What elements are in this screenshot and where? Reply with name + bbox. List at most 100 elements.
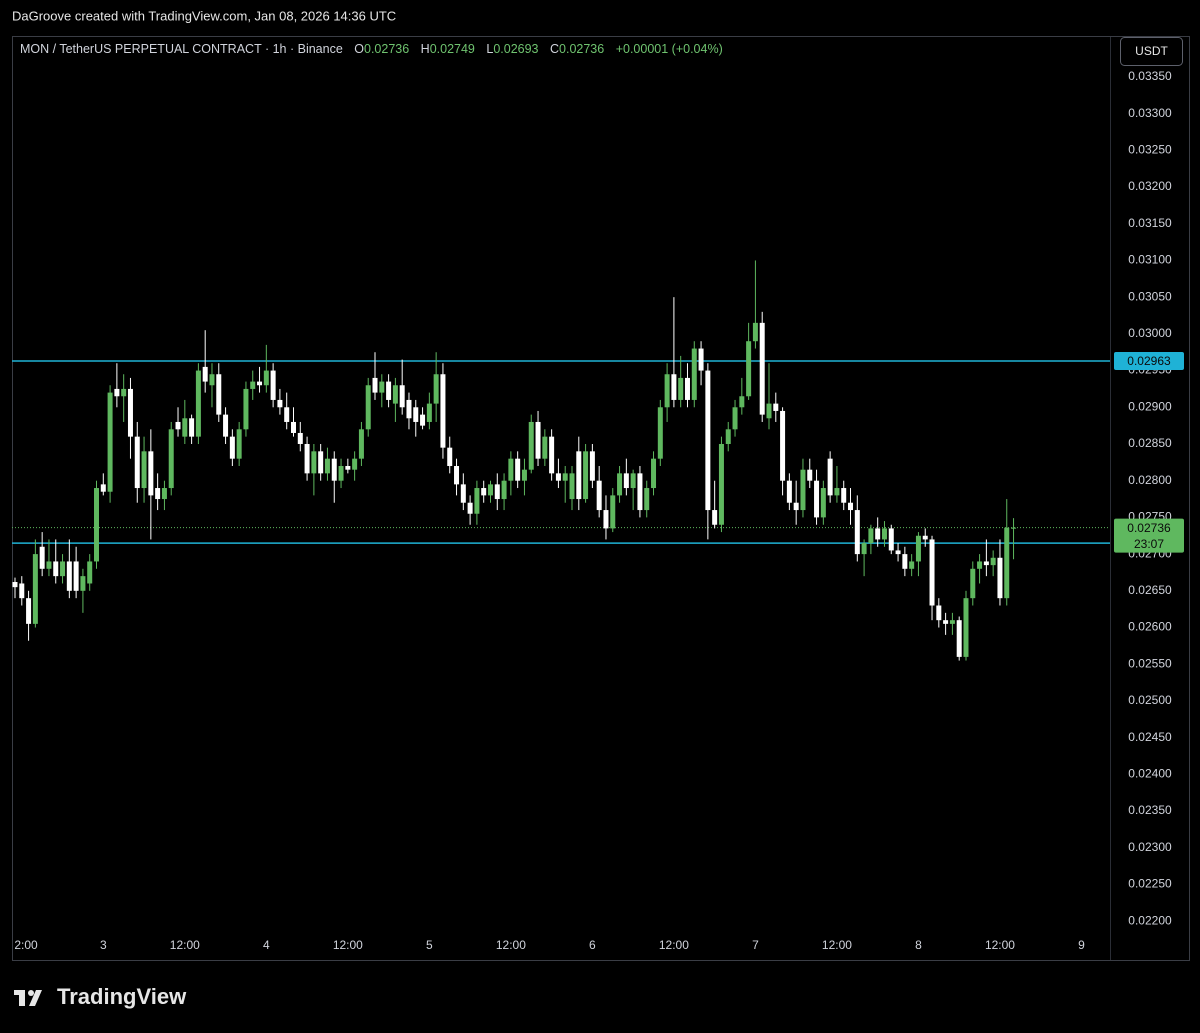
candle-body	[114, 388, 120, 397]
x-tick-label: 2:00	[14, 938, 38, 952]
candle-body	[297, 432, 303, 444]
candle-body	[440, 374, 446, 448]
candle-body	[141, 451, 147, 489]
candle-body	[474, 488, 480, 514]
currency-button[interactable]	[1120, 37, 1183, 66]
y-tick-label: 0.02800	[1128, 473, 1172, 487]
countdown-label: 23:07	[1134, 537, 1164, 551]
candle-body	[202, 366, 208, 382]
candle-body	[223, 414, 229, 437]
candle-body	[583, 451, 589, 500]
candle-body	[603, 510, 609, 529]
candle-body	[100, 484, 106, 492]
candle-body	[623, 473, 629, 489]
candle-body	[12, 582, 18, 588]
candle-body	[977, 561, 983, 569]
y-tick-label: 0.02900	[1128, 399, 1172, 413]
candle-body	[243, 388, 249, 430]
candle-body	[277, 399, 283, 408]
y-tick-label: 0.03350	[1128, 69, 1172, 83]
brand-name: TradingView	[57, 984, 187, 1009]
candle-body	[127, 388, 133, 437]
candle-body	[651, 458, 657, 489]
legend-value: 0.02693	[493, 42, 538, 56]
candle-body	[155, 488, 161, 500]
candle-body	[732, 407, 738, 430]
candle-body	[508, 458, 514, 481]
candle-body	[189, 418, 195, 437]
candle-body	[318, 451, 324, 474]
candle-body	[684, 377, 690, 400]
candle-body	[752, 322, 758, 342]
candle-body	[854, 510, 860, 555]
candle-body	[786, 480, 792, 503]
candle-body	[304, 443, 310, 474]
candle-body	[19, 583, 25, 599]
candle-body	[467, 502, 473, 514]
symbol: MON / TetherUS PERPETUAL CONTRACT · 1h ·…	[20, 42, 343, 56]
candle-body	[413, 407, 419, 422]
candle-body	[671, 374, 677, 400]
candle-body	[555, 473, 561, 481]
candle-body	[284, 407, 290, 422]
candle-body	[399, 385, 405, 408]
candle-body	[678, 377, 684, 400]
x-tick-label: 12:00	[496, 938, 526, 952]
candle-body	[637, 473, 643, 511]
legend-key: H	[421, 42, 430, 56]
candle-body	[521, 469, 527, 481]
candle-body	[793, 502, 799, 511]
x-tick-label: 7	[752, 938, 759, 952]
y-tick-label: 0.02850	[1128, 436, 1172, 450]
candle-body	[46, 561, 52, 569]
candle-body	[379, 381, 385, 393]
candle-body	[250, 381, 256, 389]
candle-body	[1004, 527, 1010, 599]
candle-body	[718, 443, 724, 525]
candle-body	[610, 495, 616, 529]
candle-body	[888, 528, 894, 551]
candle-body	[311, 451, 317, 474]
level-tag	[1114, 352, 1184, 371]
candle-body	[875, 528, 881, 540]
candle-body	[807, 469, 813, 481]
candle-body	[766, 403, 772, 419]
candle-body	[800, 469, 806, 511]
candle-body	[372, 377, 378, 393]
candle-body	[53, 561, 59, 577]
candle-body	[66, 561, 72, 591]
candle-body	[39, 546, 45, 569]
candle-body	[80, 576, 86, 591]
y-tick-label: 0.03150	[1128, 216, 1172, 230]
y-tick-label: 0.02400	[1128, 767, 1172, 781]
candle-body	[528, 421, 534, 470]
y-tick-label: 0.02200	[1128, 913, 1172, 927]
candle-body	[182, 418, 188, 437]
candle-body	[983, 561, 989, 566]
candle-body	[358, 429, 364, 459]
candle-body	[725, 429, 731, 444]
y-tick-label: 0.02250	[1128, 877, 1172, 891]
chart-frame	[12, 36, 1190, 961]
candle-body	[324, 458, 330, 474]
y-tick-label: 0.03300	[1128, 106, 1172, 120]
candle-body	[922, 535, 928, 540]
symbol-legend: MON / TetherUS PERPETUAL CONTRACT · 1h ·…	[20, 42, 723, 56]
logo-shape	[28, 990, 34, 996]
x-tick-label: 12:00	[333, 938, 363, 952]
y-tick-label: 0.03050	[1128, 289, 1172, 303]
candle-body	[107, 392, 113, 492]
candle-body	[705, 370, 711, 511]
y-tick-label: 0.03000	[1128, 326, 1172, 340]
level-tag-label: 0.02963	[1127, 354, 1171, 368]
candle-body	[630, 473, 636, 489]
y-tick-label: 0.02450	[1128, 730, 1172, 744]
x-tick-label: 5	[426, 938, 433, 952]
candle-body	[902, 554, 908, 569]
candle-body	[549, 436, 555, 474]
candle-body	[195, 370, 201, 437]
candle-body	[161, 488, 167, 500]
candle-body	[331, 458, 337, 481]
candle-body	[861, 543, 867, 555]
